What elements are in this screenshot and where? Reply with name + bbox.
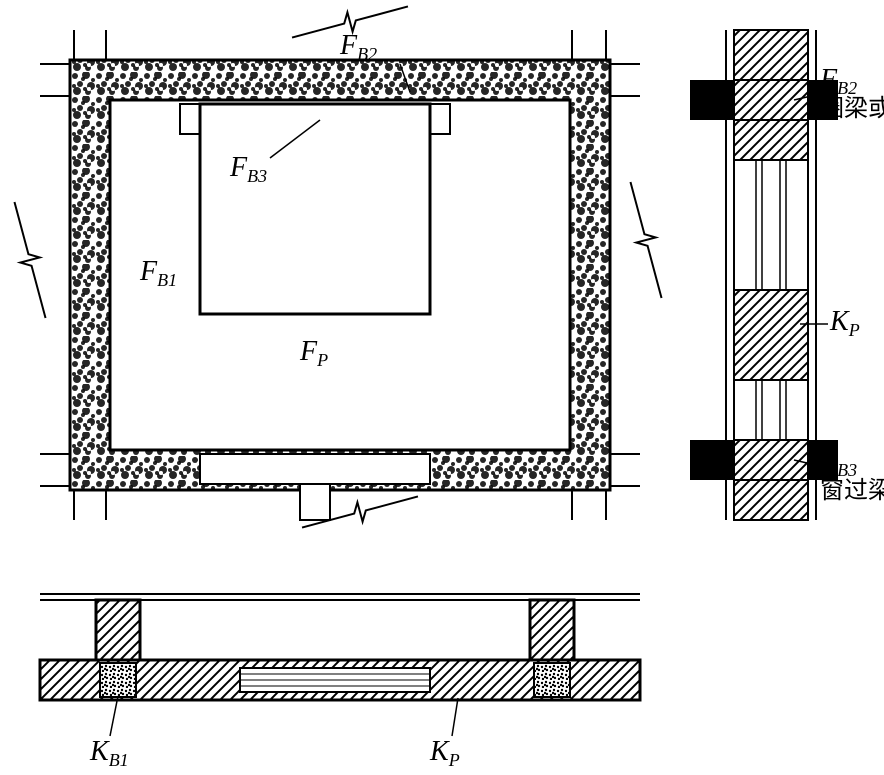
vertical-section: FB2圈梁或框架梁 KP FB3窗过梁 [690, 30, 884, 520]
hatched-block [734, 30, 808, 80]
hatched-block [734, 120, 808, 160]
svg-text:FB3: FB3 [819, 446, 857, 480]
svg-text:FB2: FB2 [339, 30, 377, 64]
window-opening [200, 104, 430, 314]
hatched-block [734, 480, 808, 520]
label-ring-beam: 圈梁或框架梁 [820, 95, 884, 122]
beam-solid [690, 440, 738, 480]
hatched-block [734, 290, 808, 380]
column-core [534, 663, 570, 697]
column [96, 600, 140, 660]
svg-text:FB1: FB1 [139, 256, 177, 290]
beam-solid [690, 80, 738, 120]
elevation-view: FB2FB3FB1FP [5, 0, 671, 537]
label-window-lintel: 窗过梁 [820, 477, 884, 504]
column-core [100, 663, 136, 697]
svg-text:KP: KP [829, 306, 860, 340]
horizontal-section: KB1 KP [40, 594, 640, 770]
svg-text:KB1: KB1 [89, 736, 129, 770]
svg-text:FP: FP [299, 336, 328, 370]
svg-text:KP: KP [429, 736, 460, 770]
svg-text:FB2: FB2 [819, 64, 857, 98]
column [530, 600, 574, 660]
